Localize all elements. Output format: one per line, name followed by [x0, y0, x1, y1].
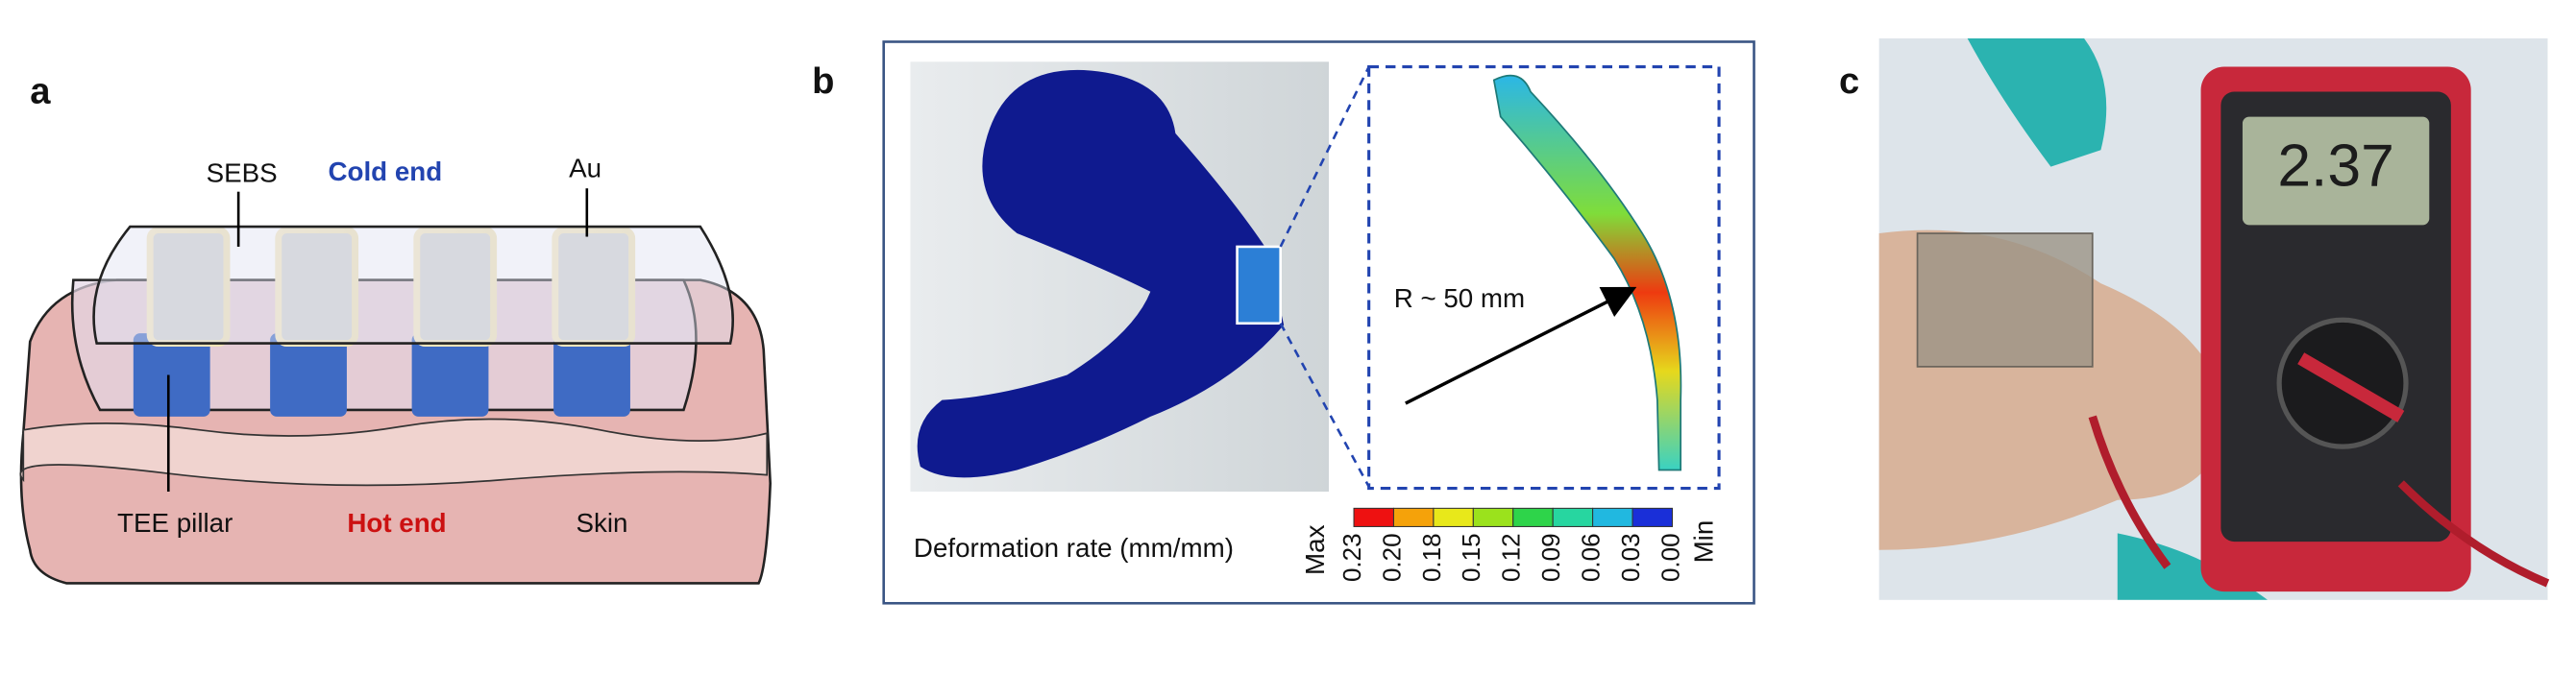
colorbar-cell [1552, 507, 1594, 527]
bent-strip [1492, 74, 1682, 471]
dial-knob [2297, 352, 2405, 422]
colorbar-cell [1512, 507, 1554, 527]
skin-label: Skin [576, 508, 627, 538]
colorbar-cell [1631, 507, 1674, 527]
pillar [553, 333, 630, 417]
colorbar-cell [1433, 507, 1474, 527]
multimeter-display [2242, 116, 2430, 226]
colorbar-cell [1592, 507, 1633, 527]
arm-model [917, 69, 1285, 478]
panel-label: a [30, 70, 51, 111]
hot-end-label: Hot end [347, 508, 446, 538]
sebs-label: SEBS [207, 158, 278, 188]
skin-layer [19, 418, 769, 487]
cold-end-label: Cold end [328, 157, 442, 186]
pillar [411, 333, 489, 417]
pillars [133, 227, 636, 417]
colorbar-cell [1392, 507, 1435, 527]
colorbar-max: Max [1300, 524, 1330, 575]
zoom-region [1236, 245, 1282, 325]
zoom-box [1367, 64, 1721, 491]
au-label: Au [569, 153, 601, 182]
radius-arrow [1405, 286, 1637, 405]
panel-label: b [812, 60, 834, 102]
colorbar-min: Min [1689, 520, 1719, 564]
probe-lead [2088, 415, 2550, 588]
colorbar-tick-label: 0.15 [1457, 533, 1485, 582]
tee-pillar-label: TEE pillar [117, 508, 233, 538]
pillar [133, 333, 210, 417]
colorbar-tick-label: 0.23 [1337, 533, 1366, 582]
device [1916, 232, 2094, 368]
colorbar-tick-label: 0.09 [1536, 533, 1565, 582]
pillar [270, 333, 347, 417]
zoom-line [1279, 65, 1370, 248]
colorbar-tick-label: 0.18 [1417, 533, 1446, 582]
radius-label: R ~ 50 mm [1394, 283, 1525, 313]
colorbar-tick-label: 0.06 [1576, 533, 1605, 582]
display-reading: 2.37 [2277, 133, 2394, 200]
colorbar-tick-label: 0.12 [1497, 533, 1526, 582]
colorbar-cell [1472, 507, 1514, 527]
colorbar-title: Deformation rate (mm/mm) [914, 533, 1234, 563]
colorbar-cell [1353, 507, 1394, 527]
glove [1967, 38, 2107, 167]
colorbar-tick-label: 0.20 [1377, 533, 1406, 582]
panel-label: c [1839, 60, 1859, 102]
colorbar-tick-label: 0.03 [1616, 533, 1645, 582]
substrate-top [92, 225, 734, 345]
colorbar-tick-label: 0.00 [1656, 533, 1684, 582]
colorbar: 0.23 0.20 0.18 0.15 0.12 0.09 0.06 0.03 0.00 [1337, 507, 1684, 582]
zoom-line [1279, 323, 1370, 488]
